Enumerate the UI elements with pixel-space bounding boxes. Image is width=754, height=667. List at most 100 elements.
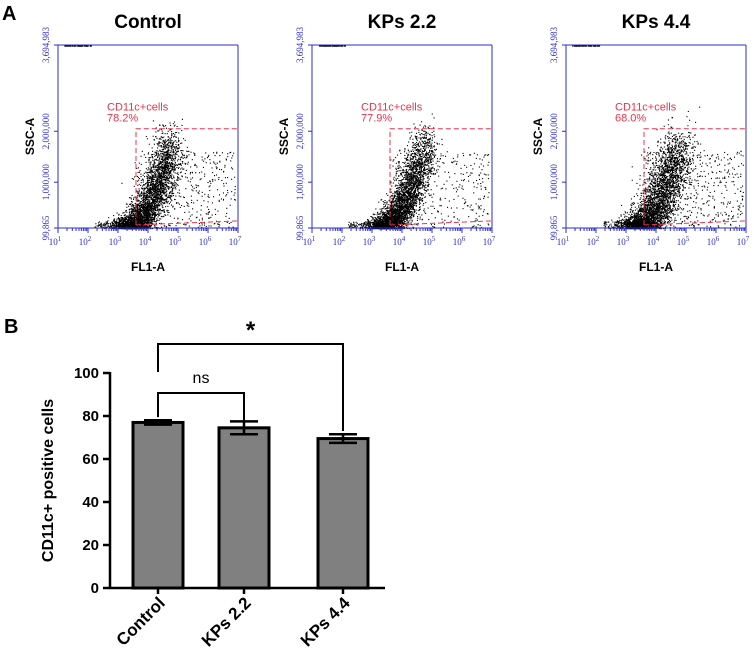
event-dot xyxy=(154,158,156,160)
event-dot xyxy=(141,223,143,225)
event-dot xyxy=(154,193,156,195)
event-dot xyxy=(156,204,158,206)
event-dot xyxy=(223,198,225,200)
event-dot xyxy=(156,154,158,156)
event-dot xyxy=(189,173,191,175)
event-dot xyxy=(154,174,156,176)
event-dot xyxy=(188,218,190,220)
event-dot xyxy=(177,158,179,160)
event-dot xyxy=(172,149,174,151)
event-dot xyxy=(159,200,161,202)
event-dot xyxy=(155,222,157,224)
event-dot xyxy=(186,156,188,158)
event-dot xyxy=(171,178,173,180)
event-dot xyxy=(142,194,144,196)
event-dot xyxy=(412,181,414,183)
event-dot xyxy=(160,176,162,178)
event-dot xyxy=(148,206,150,208)
event-dot xyxy=(169,143,171,145)
event-dot xyxy=(168,157,170,159)
event-dot xyxy=(157,175,159,177)
event-dot xyxy=(143,222,145,224)
event-dot xyxy=(161,195,163,197)
event-dot xyxy=(150,161,152,163)
event-dot xyxy=(387,212,389,214)
event-dot xyxy=(166,154,168,156)
event-dot xyxy=(156,153,158,155)
event-dot xyxy=(139,216,141,218)
event-dot xyxy=(392,215,394,217)
event-dot xyxy=(154,199,156,201)
event-dot xyxy=(69,45,71,47)
event-dot xyxy=(128,215,130,217)
event-dot xyxy=(139,215,141,217)
event-dot xyxy=(161,210,163,212)
event-dot xyxy=(405,226,407,228)
event-dot xyxy=(136,211,138,213)
event-dot xyxy=(154,185,156,187)
event-dot xyxy=(164,164,166,166)
event-dot xyxy=(369,223,371,225)
event-dot xyxy=(180,196,182,198)
event-dot xyxy=(169,162,171,164)
event-dot xyxy=(177,160,179,162)
event-dot xyxy=(208,217,210,219)
event-dot xyxy=(150,209,152,211)
event-dot xyxy=(148,211,150,213)
event-dot xyxy=(159,167,161,169)
event-dot xyxy=(143,208,145,210)
event-dot xyxy=(425,153,427,155)
event-dot xyxy=(142,174,144,176)
event-dot xyxy=(159,176,161,178)
event-dot xyxy=(159,222,161,224)
event-dot xyxy=(186,177,188,179)
event-dot xyxy=(148,210,150,212)
event-dot xyxy=(148,226,150,228)
event-dot xyxy=(150,170,152,172)
event-dot xyxy=(152,198,154,200)
event-dot xyxy=(150,178,152,180)
event-dot xyxy=(99,224,101,226)
event-dot xyxy=(141,206,143,208)
event-dot xyxy=(394,194,396,196)
event-dot xyxy=(158,143,160,145)
event-dot xyxy=(147,215,149,217)
event-dot xyxy=(160,172,162,174)
event-dot xyxy=(132,226,134,228)
event-dot xyxy=(223,185,225,187)
event-dot xyxy=(143,200,145,202)
event-dot xyxy=(161,199,163,201)
event-dot xyxy=(159,128,161,130)
event-dot xyxy=(142,197,144,199)
event-dot xyxy=(164,180,166,182)
event-dot xyxy=(413,166,415,168)
event-dot xyxy=(177,221,179,223)
event-dot xyxy=(414,153,416,155)
event-dot xyxy=(156,184,158,186)
event-dot xyxy=(174,154,176,156)
event-dot xyxy=(103,224,105,226)
event-dot xyxy=(181,156,183,158)
event-dot xyxy=(152,193,154,195)
event-dot xyxy=(138,190,140,192)
event-dot xyxy=(152,150,154,152)
event-dot xyxy=(163,179,165,181)
event-dot xyxy=(130,211,132,213)
event-dot xyxy=(126,206,128,208)
event-dot xyxy=(153,218,155,220)
event-dot xyxy=(165,167,167,169)
event-dot xyxy=(152,228,154,230)
event-dot xyxy=(137,221,139,223)
event-dot xyxy=(146,182,148,184)
event-dot xyxy=(132,214,134,216)
event-dot xyxy=(153,139,155,141)
event-dot xyxy=(177,176,179,178)
event-dot xyxy=(118,221,120,223)
event-dot xyxy=(150,182,152,184)
event-dot xyxy=(173,146,175,148)
event-dot xyxy=(165,158,167,160)
event-dot xyxy=(157,180,159,182)
event-dot xyxy=(111,225,113,227)
event-dot xyxy=(145,219,147,221)
event-dot xyxy=(174,155,176,157)
